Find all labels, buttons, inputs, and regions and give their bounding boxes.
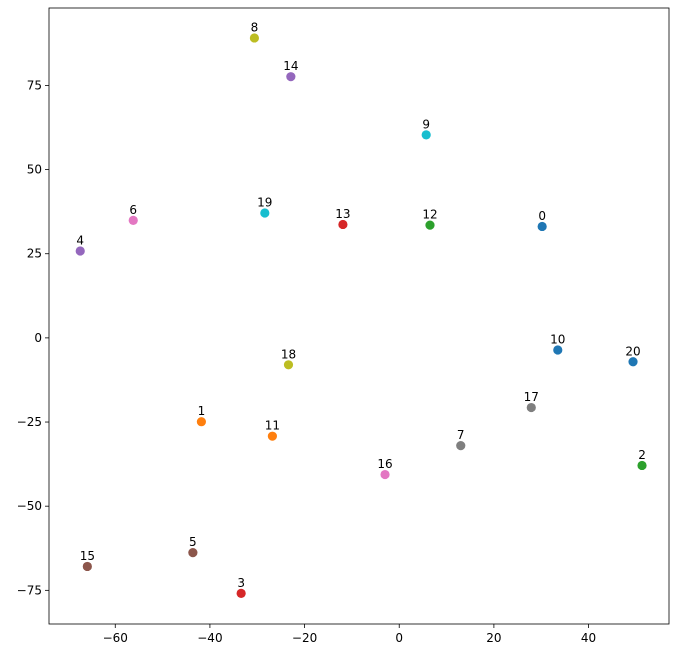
data-points	[75, 33, 647, 598]
data-point	[260, 208, 270, 218]
y-tick-label: −50	[17, 499, 42, 513]
point-label: 3	[237, 576, 245, 590]
point-label: 10	[550, 332, 565, 346]
point-label: 19	[257, 195, 272, 209]
point-label: 13	[335, 207, 350, 221]
data-point	[82, 561, 92, 572]
x-tick-label: −40	[197, 631, 222, 645]
y-tick-label: 25	[27, 247, 42, 261]
point-label: 9	[422, 117, 430, 131]
point-label: 0	[538, 209, 546, 223]
x-tick-label: −60	[103, 631, 128, 645]
data-point	[456, 440, 466, 451]
point-label: 15	[80, 549, 95, 563]
data-point	[425, 220, 435, 230]
data-point	[537, 221, 547, 232]
point-label: 2	[638, 448, 646, 462]
x-tick-label: 20	[486, 631, 501, 645]
data-point	[188, 548, 198, 558]
y-tick-label: 0	[34, 331, 42, 345]
data-point	[628, 357, 638, 367]
point-label: 16	[377, 457, 392, 471]
data-point	[267, 431, 277, 441]
point-label: 12	[422, 208, 437, 222]
data-point	[553, 345, 563, 355]
data-point	[236, 588, 246, 598]
data-point	[286, 72, 296, 82]
data-point	[249, 33, 260, 43]
x-tick-label: −20	[292, 631, 317, 645]
plot-frame	[48, 7, 670, 625]
data-point	[380, 469, 390, 480]
data-point	[421, 130, 431, 140]
y-tick-label: −25	[17, 415, 42, 429]
point-label: 14	[283, 59, 298, 73]
data-point	[283, 360, 294, 370]
point-label: 8	[251, 20, 259, 34]
x-tick-label: 0	[395, 631, 403, 645]
data-point	[196, 417, 206, 427]
point-label: 1	[198, 404, 206, 418]
data-point	[128, 215, 138, 226]
point-label: 20	[625, 344, 640, 358]
data-point	[637, 460, 647, 471]
point-label: 17	[524, 390, 539, 404]
point-label: 4	[76, 234, 84, 248]
y-axis-ticks: −75 −50 −25 0 25 50 75	[17, 78, 49, 597]
data-point	[75, 246, 85, 256]
y-tick-label: 50	[27, 163, 42, 177]
y-tick-label: 75	[27, 78, 42, 92]
y-tick-label: −75	[17, 583, 42, 597]
data-point	[526, 402, 536, 413]
x-axis-ticks: −60 −40 −20 0 20 40	[103, 624, 596, 645]
x-tick-label: 40	[581, 631, 596, 645]
data-point	[338, 219, 348, 230]
point-label: 7	[457, 428, 465, 442]
point-label: 6	[129, 203, 137, 217]
point-label: 5	[189, 535, 197, 549]
point-label: 11	[265, 419, 280, 433]
point-label: 18	[281, 347, 296, 361]
